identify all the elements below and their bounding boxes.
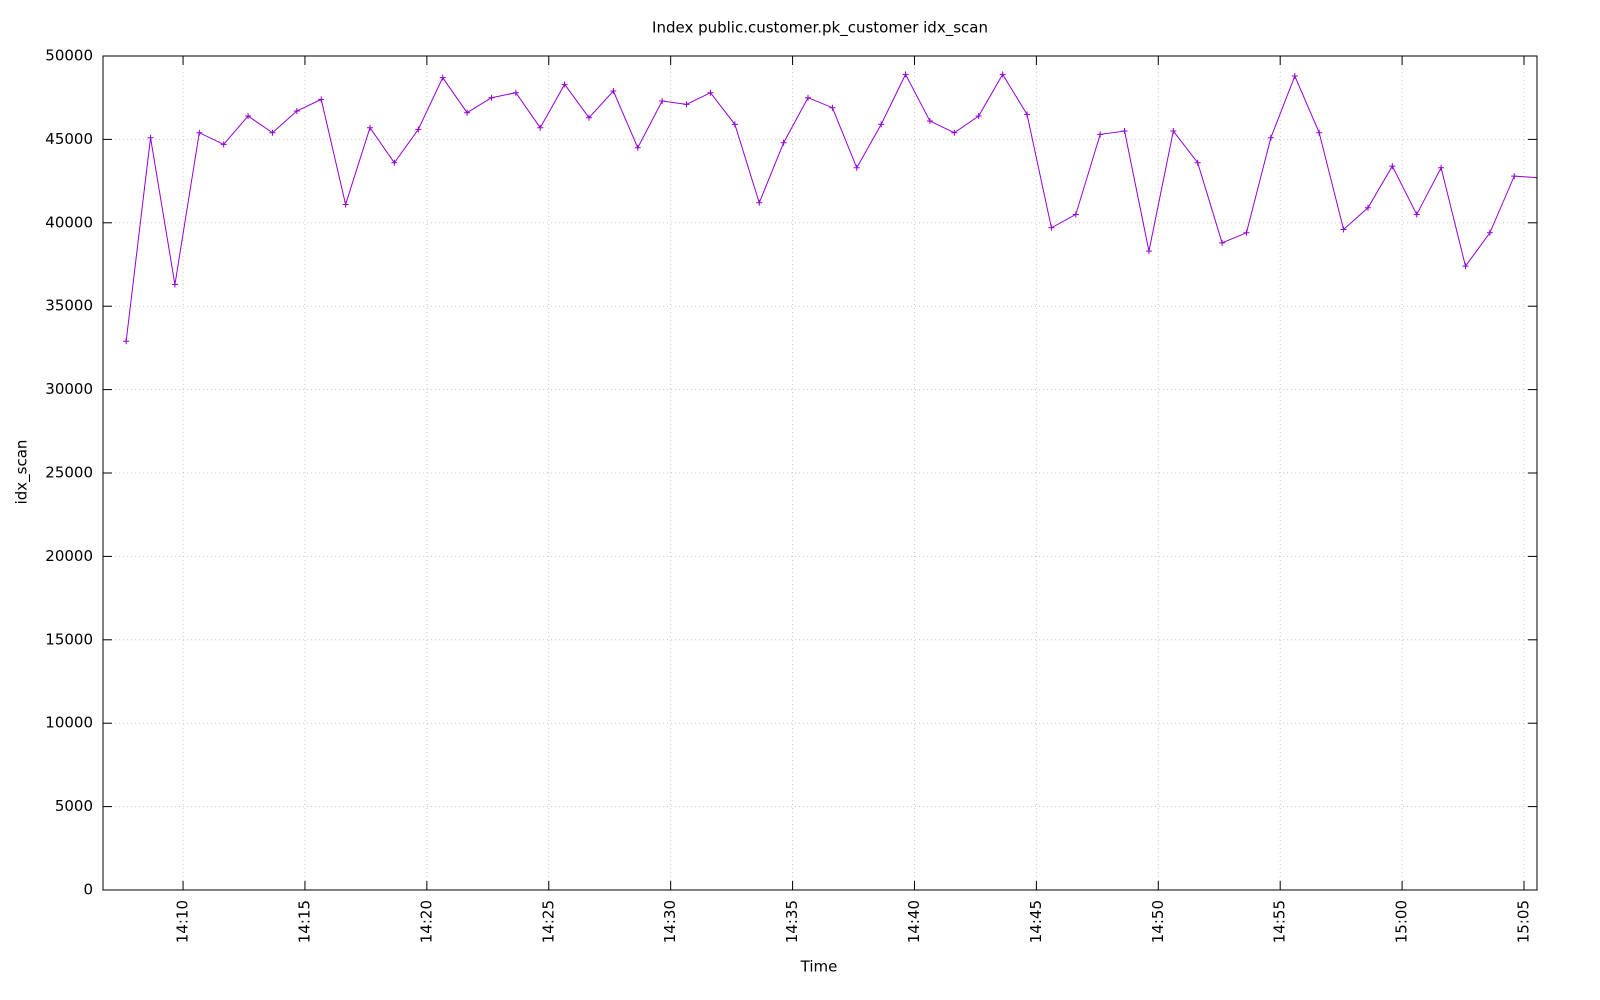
y-tick-label: 50000 bbox=[45, 47, 93, 65]
data-point bbox=[1267, 134, 1274, 141]
chart-title: Index public.customer.pk_customer idx_sc… bbox=[652, 19, 988, 38]
ticks: 0 5000 10000 15000 20000 25000 30000 35000 40000… bbox=[45, 47, 1537, 943]
data-point bbox=[1462, 263, 1469, 270]
x-tick-label: 14:25 bbox=[539, 900, 557, 943]
y-tick-label: 20000 bbox=[45, 547, 93, 565]
data-point bbox=[878, 121, 885, 128]
data-point bbox=[366, 124, 373, 131]
data-point bbox=[585, 114, 592, 121]
data-point bbox=[829, 104, 836, 111]
data-point bbox=[1170, 128, 1177, 135]
data-point bbox=[147, 134, 154, 141]
data-point bbox=[853, 164, 860, 171]
data-point bbox=[610, 88, 617, 95]
data-point bbox=[342, 201, 349, 208]
data-point bbox=[1072, 211, 1079, 218]
x-tick-label: 14:55 bbox=[1271, 900, 1289, 943]
data-line bbox=[125, 73, 1537, 342]
x-tick-label: 14:10 bbox=[174, 900, 192, 943]
data-point bbox=[512, 89, 519, 96]
data-point bbox=[318, 96, 325, 103]
data-point bbox=[123, 338, 130, 345]
x-tick-label: 14:40 bbox=[905, 900, 923, 943]
data-point bbox=[293, 108, 300, 115]
data-point bbox=[220, 141, 227, 148]
data-point bbox=[1438, 164, 1445, 171]
data-point bbox=[1389, 163, 1396, 170]
data-point bbox=[415, 126, 422, 133]
x-axis-label: Time bbox=[800, 958, 838, 976]
data-point bbox=[537, 124, 544, 131]
data-point bbox=[634, 144, 641, 151]
data-point bbox=[1024, 111, 1031, 118]
y-tick-label: 0 bbox=[83, 881, 93, 899]
data-point bbox=[1486, 229, 1493, 236]
data-point bbox=[245, 113, 252, 120]
data-point bbox=[805, 94, 812, 101]
data-point bbox=[1364, 204, 1371, 211]
data-point bbox=[707, 89, 714, 96]
data-point bbox=[975, 113, 982, 120]
data-point bbox=[391, 159, 398, 166]
data-point bbox=[780, 139, 787, 146]
data-point bbox=[488, 94, 495, 101]
data-point bbox=[269, 129, 276, 136]
y-tick-label: 30000 bbox=[45, 380, 93, 398]
data-point bbox=[1316, 129, 1323, 136]
grid bbox=[103, 55, 1537, 891]
y-tick-label: 5000 bbox=[55, 797, 93, 815]
data-point bbox=[171, 281, 178, 288]
data-point bbox=[659, 98, 666, 105]
y-tick-label: 35000 bbox=[45, 297, 93, 315]
x-tick-label: 14:20 bbox=[417, 900, 435, 943]
y-tick-label: 10000 bbox=[45, 714, 93, 732]
data-point bbox=[902, 71, 909, 78]
data-point bbox=[1121, 128, 1128, 135]
y-axis-label: idx_scan bbox=[13, 440, 32, 505]
y-tick-label: 45000 bbox=[45, 130, 93, 148]
data-point bbox=[561, 81, 568, 88]
data-point bbox=[731, 121, 738, 128]
data-point bbox=[683, 101, 690, 108]
y-tick-label: 40000 bbox=[45, 213, 93, 231]
y-tick-label: 15000 bbox=[45, 630, 93, 648]
data-point bbox=[1340, 226, 1347, 233]
data-point bbox=[1291, 73, 1298, 80]
data-point bbox=[464, 109, 471, 116]
data-point bbox=[926, 118, 933, 125]
y-tick-label: 25000 bbox=[45, 464, 93, 482]
x-tick-label: 14:30 bbox=[661, 900, 679, 943]
x-tick-label: 14:50 bbox=[1149, 900, 1167, 943]
data-point bbox=[1145, 248, 1152, 255]
data-point bbox=[439, 74, 446, 81]
data-point bbox=[1194, 159, 1201, 166]
data-point bbox=[756, 199, 763, 206]
data-point bbox=[1243, 229, 1250, 236]
data-point bbox=[1511, 173, 1518, 180]
x-tick-label: 14:45 bbox=[1027, 900, 1045, 943]
data-point bbox=[999, 71, 1006, 78]
x-tick-label: 15:00 bbox=[1393, 900, 1411, 943]
x-tick-label: 14:35 bbox=[783, 900, 801, 943]
plot-area bbox=[123, 71, 1537, 345]
data-point bbox=[1097, 131, 1104, 138]
data-point bbox=[1048, 224, 1055, 231]
data-point bbox=[1413, 211, 1420, 218]
data-point bbox=[951, 129, 958, 136]
x-tick-label: 14:15 bbox=[295, 900, 313, 943]
data-point bbox=[1219, 239, 1226, 246]
x-tick-label: 15:05 bbox=[1514, 900, 1532, 943]
data-point bbox=[196, 129, 203, 136]
